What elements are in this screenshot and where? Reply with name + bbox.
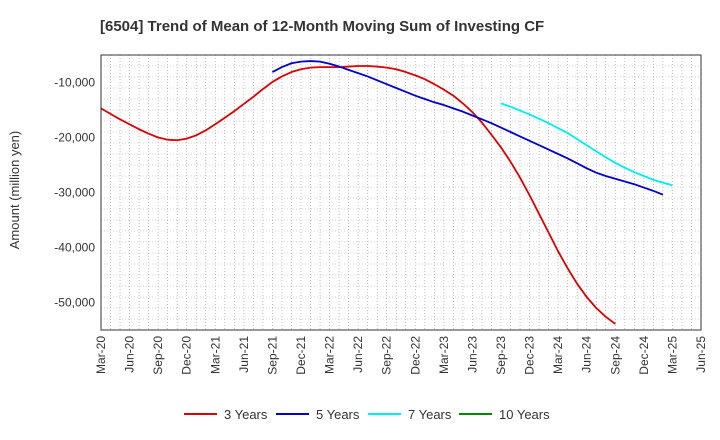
legend-label: 7 Years [408, 407, 452, 422]
x-tick-labels: Mar-20 Jun-20 Sep-20 Dec-20 Mar-21 Jun-21 Sep-… [94, 336, 708, 375]
series-line-3-years [100, 65, 616, 325]
y-tick-label: -20,000 [54, 131, 95, 145]
y-tick-label: -50,000 [54, 296, 95, 310]
x-tick-label: Jun-24 [580, 336, 594, 373]
x-tick-label: Mar-24 [551, 336, 565, 374]
chart-title: [6504] Trend of Mean of 12-Month Moving … [100, 18, 544, 35]
x-tick-label: Sep-21 [265, 336, 279, 375]
x-tick-label: Jun-21 [237, 336, 251, 373]
legend: 3 Years 5 Years 7 Years 10 Years [184, 407, 550, 422]
x-tick-label: Mar-21 [208, 336, 222, 374]
x-tick-label: Jun-25 [694, 336, 708, 373]
x-tick-label: Sep-24 [608, 336, 622, 375]
x-tick-label: Sep-22 [380, 336, 394, 375]
x-tick-label: Mar-23 [437, 336, 451, 374]
x-tick-label: Mar-25 [665, 336, 679, 374]
y-tick-label: -10,000 [54, 76, 95, 90]
series-line-5-years [272, 60, 664, 196]
legend-label: 3 Years [224, 407, 268, 422]
x-tick-label: Dec-21 [294, 336, 308, 375]
x-tick-label: Dec-20 [180, 336, 194, 375]
x-tick-label: Sep-20 [151, 336, 165, 375]
y-axis-label: Amount (million yen) [7, 131, 22, 250]
x-tick-label: Dec-22 [408, 336, 422, 375]
x-tick-label: Dec-24 [637, 336, 651, 375]
y-tick-labels: -10,000 -20,000 -30,000 -40,000 -50,000 [54, 76, 95, 310]
y-tick-label: -40,000 [54, 241, 95, 255]
legend-label: 10 Years [499, 407, 550, 422]
series-line-7-years [500, 102, 673, 187]
series-layer [100, 60, 673, 325]
x-tick-label: Jun-20 [123, 336, 137, 373]
x-tick-label: Sep-23 [494, 336, 508, 375]
y-tick-label: -30,000 [54, 186, 95, 200]
legend-label: 5 Years [316, 407, 360, 422]
x-tick-label: Dec-23 [523, 336, 537, 375]
x-tick-label: Jun-23 [465, 336, 479, 373]
x-tick-label: Mar-20 [94, 336, 108, 374]
grid-layer [101, 55, 701, 330]
x-tick-label: Mar-22 [323, 336, 337, 374]
plot-frame [100, 54, 702, 331]
x-tick-label: Jun-22 [351, 336, 365, 373]
